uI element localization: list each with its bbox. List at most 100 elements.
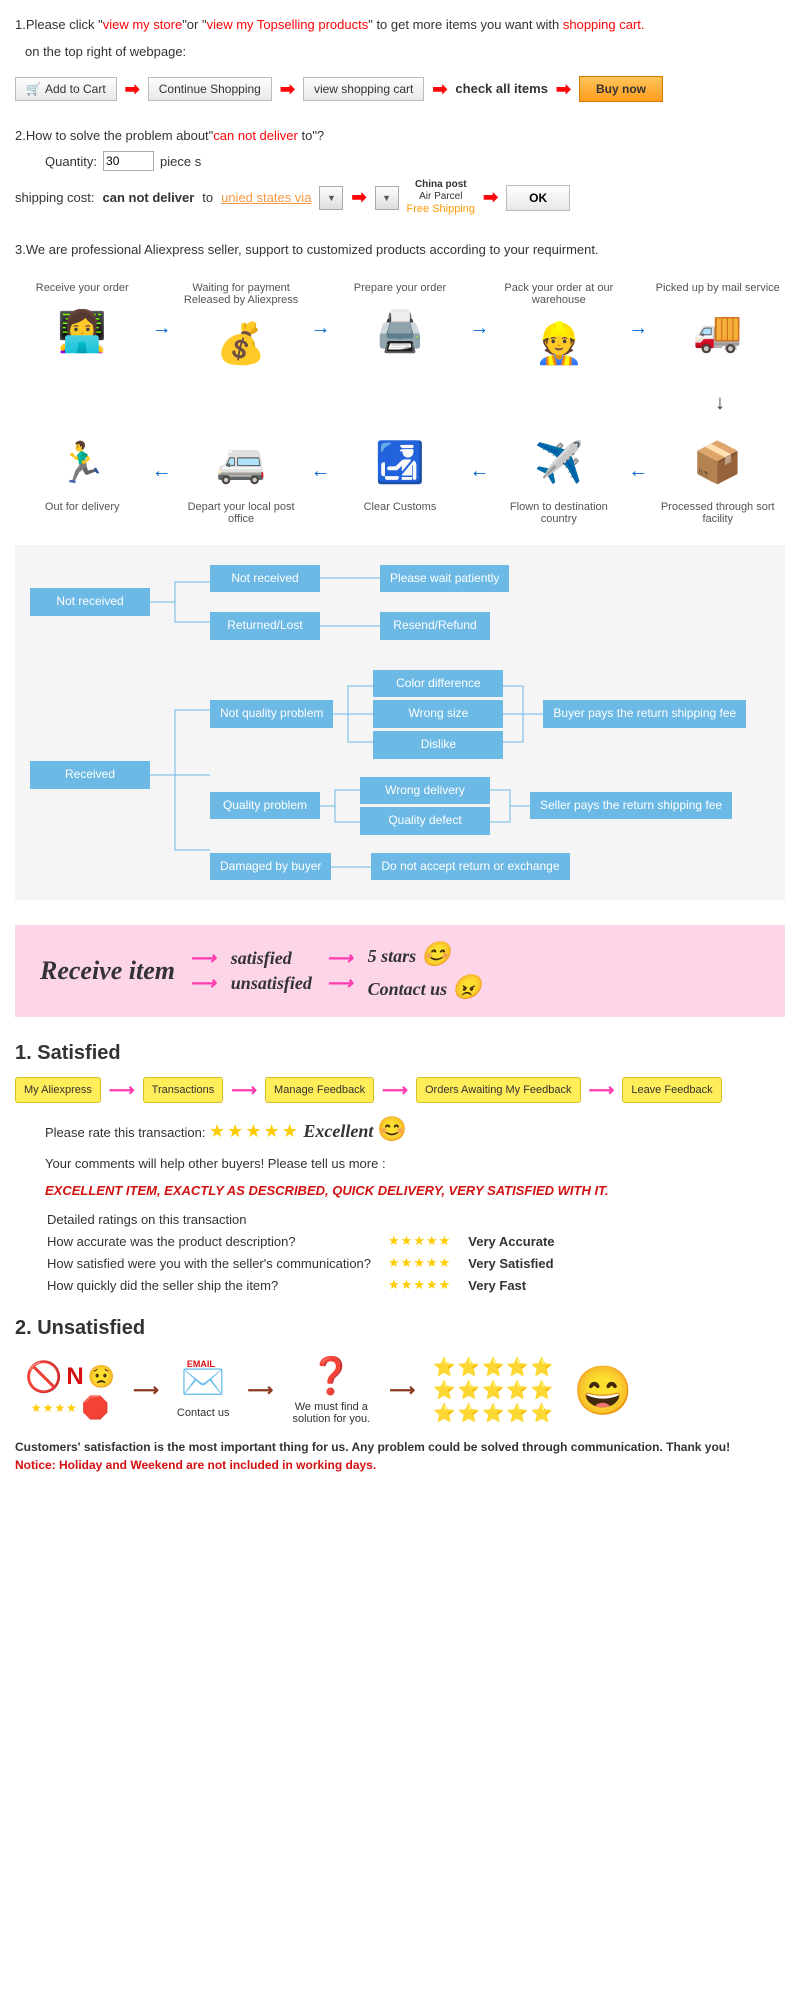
- united-states-link[interactable]: unied states via: [221, 190, 311, 205]
- flow-node: Seller pays the return shipping fee: [530, 792, 732, 820]
- step-button[interactable]: Orders Awaiting My Feedback: [416, 1077, 581, 1103]
- receive-title: Receive item: [40, 956, 175, 986]
- star-row: ⭐⭐⭐⭐⭐: [433, 1403, 555, 1424]
- section-2: 2.How to solve the problem about"can not…: [15, 128, 785, 216]
- flow-node: Not received: [210, 565, 320, 593]
- star-rating: ★★★★★: [209, 1121, 300, 1141]
- view-store-link[interactable]: view my store: [103, 17, 182, 32]
- arrow-icon: →: [469, 317, 489, 340]
- receive-item-banner: Receive item ⟶ ⟶ satisfied unsatisfied ⟶…: [15, 925, 785, 1017]
- buy-now-button[interactable]: Buy now: [579, 76, 663, 102]
- flow-node: Wrong size: [373, 700, 503, 728]
- arrow-icon: →: [311, 317, 331, 340]
- arrow-icon: ⟶: [109, 1080, 135, 1101]
- view-cart-button[interactable]: view shopping cart: [303, 77, 424, 101]
- topselling-link[interactable]: view my Topselling products: [207, 17, 369, 32]
- process-step: Waiting for payment Released by Aliexpre…: [176, 282, 306, 382]
- footer-notice: Notice: Holiday and Weekend are not incl…: [15, 1458, 785, 1472]
- arrow-icon: ⟶: [327, 948, 353, 969]
- arrow-icon: ➡: [280, 75, 295, 104]
- prohibited-icon: 🚫: [25, 1360, 62, 1395]
- smiley-icon: 😊: [421, 942, 451, 968]
- satisfied-heading: 1. Satisfied: [15, 1042, 785, 1065]
- qty-label: Quantity:: [45, 154, 97, 169]
- ship-label: shipping cost:: [15, 190, 95, 205]
- flow-node: Buyer pays the return shipping fee: [543, 700, 746, 728]
- footer-satisfaction: Customers' satisfaction is the most impo…: [15, 1440, 785, 1454]
- intro-mid: "or ": [182, 17, 206, 32]
- check-all-label: check all items: [455, 79, 548, 100]
- van-icon: 🚐: [211, 433, 271, 493]
- connector: [331, 866, 371, 868]
- quantity-row: Quantity: piece s: [45, 151, 785, 171]
- item3-text: 3.We are professional Aliexpress seller,…: [15, 242, 785, 257]
- intro-pre: 1.Please click ": [15, 17, 103, 32]
- arrow-icon: ➡: [556, 75, 571, 104]
- arrow-icon: ⟶: [190, 973, 216, 994]
- flow-node: Returned/Lost: [210, 612, 320, 640]
- process-step: Receive your order👩‍💻: [17, 282, 147, 370]
- flow-node: Wrong delivery: [360, 777, 490, 805]
- arrow-icon: ⟶: [231, 1080, 257, 1101]
- connector: [503, 674, 543, 754]
- connector: [490, 778, 530, 834]
- process-step: 🛃Clear Customs: [335, 425, 465, 513]
- quantity-input[interactable]: [103, 151, 154, 171]
- arrow-icon: ⟶: [190, 948, 216, 969]
- star-row: ⭐⭐⭐⭐⭐: [433, 1380, 555, 1401]
- process-step: 🏃‍♂️Out for delivery: [17, 425, 147, 513]
- sad-icon: 😟: [88, 1364, 115, 1390]
- delivery-person-icon: 🏃‍♂️: [52, 433, 112, 493]
- shopping-cart-link[interactable]: shopping cart.: [563, 17, 645, 32]
- customs-icon: 🛃: [370, 433, 430, 493]
- flow-node: Quality defect: [360, 807, 490, 835]
- step-button[interactable]: My Aliexpress: [15, 1077, 101, 1103]
- continue-shopping-button[interactable]: Continue Shopping: [148, 77, 272, 101]
- shipping-row: shipping cost:can not deliver to unied s…: [15, 179, 785, 216]
- connector: [150, 675, 210, 875]
- dropdown-1[interactable]: ▼: [319, 186, 343, 210]
- add-to-cart-button[interactable]: 🛒 Add to Cart: [15, 77, 117, 101]
- worker-icon: 👷: [529, 314, 589, 374]
- unsatisfied-row: 🚫 N 😟 ★★★★ 🛑 ⟶ EMAIL ✉️ Contact us ⟶ ❓ W…: [25, 1355, 775, 1425]
- flow-node: Not received: [30, 588, 150, 616]
- contact-step: EMAIL ✉️ Contact us: [177, 1361, 230, 1419]
- unsatisfied-heading: 2. Unsatisfied: [15, 1317, 785, 1340]
- qty-unit: piece s: [160, 154, 201, 169]
- result-col: 5 stars 😊 Contact us 😠: [368, 940, 482, 1002]
- person-desk-icon: 👩‍💻: [52, 302, 112, 362]
- arrow-icon: ⟶: [133, 1380, 159, 1401]
- process-step: Picked up by mail service🚚: [653, 282, 783, 370]
- intro-section: 1.Please click "view my store"or "view m…: [15, 15, 785, 103]
- process-row-top: Receive your order👩‍💻 → Waiting for paym…: [15, 282, 785, 382]
- intro-subtext: on the top right of webpage:: [25, 42, 785, 63]
- ok-button[interactable]: OK: [506, 185, 570, 211]
- step-button[interactable]: Transactions: [143, 1077, 224, 1103]
- plane-icon: ✈️: [529, 433, 589, 493]
- detailed-ratings-table: Detailed ratings on this transaction How…: [45, 1208, 572, 1297]
- satisfied-steps-row: My Aliexpress ⟶ Transactions ⟶ Manage Fe…: [15, 1077, 785, 1103]
- arrow-col: ⟶ ⟶: [190, 948, 216, 994]
- flow-col: Not quality problem Color difference Wro…: [210, 670, 746, 881]
- china-post-block: China post Air Parcel Free Shipping: [407, 179, 476, 216]
- arrow-icon: ⟶: [327, 973, 353, 994]
- star-rating: ★★★★★: [388, 1275, 466, 1295]
- arrow-icon: ⟶: [248, 1380, 274, 1401]
- stop-icon: 🛑: [82, 1395, 109, 1421]
- flow-node: Resend/Refund: [380, 612, 490, 640]
- dropdown-2[interactable]: ▼: [375, 186, 399, 210]
- star-rating: ★★★★★: [388, 1253, 466, 1273]
- process-row-bottom: 🏃‍♂️Out for delivery ← 🚐Depart your loca…: [15, 425, 785, 525]
- step-button[interactable]: Leave Feedback: [622, 1077, 721, 1103]
- arrow-icon: ➡: [483, 187, 498, 208]
- question-icon: ❓: [291, 1355, 371, 1397]
- flow-col: Not received Please wait patiently Retur…: [210, 565, 509, 640]
- sort-icon: 📦: [688, 433, 748, 493]
- connector: [320, 625, 380, 627]
- flowchart: Not received Not received Please wait pa…: [15, 545, 785, 901]
- arrow-icon: ⟶: [382, 1080, 408, 1101]
- step-button[interactable]: Manage Feedback: [265, 1077, 374, 1103]
- arrow-icon: ➡: [432, 75, 447, 104]
- flow-branch-not-received: Not received Not received Please wait pa…: [30, 565, 770, 640]
- arrow-icon: ⟶: [389, 1380, 415, 1401]
